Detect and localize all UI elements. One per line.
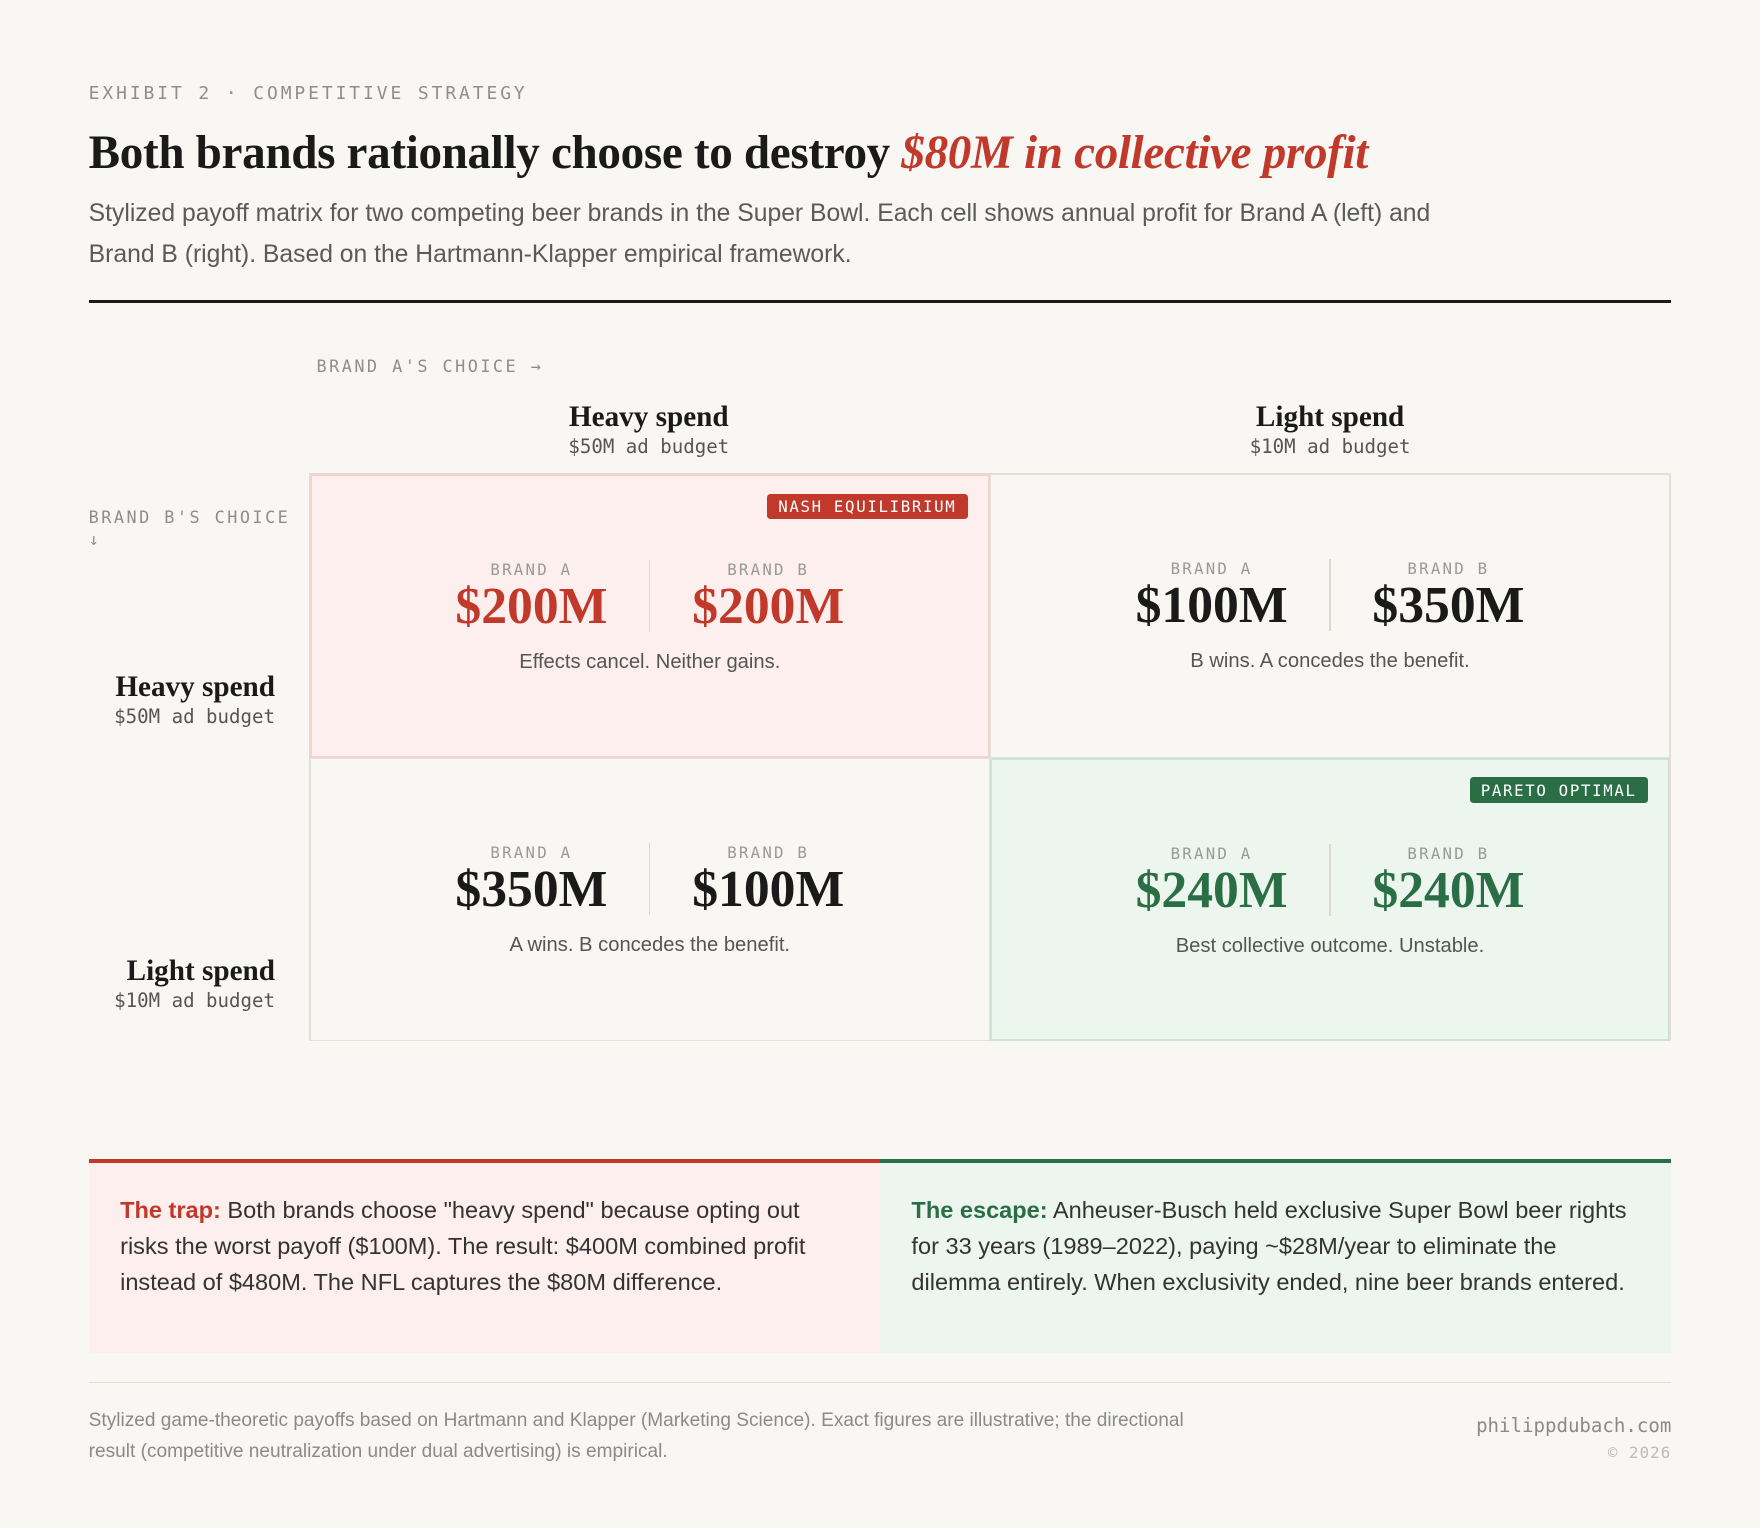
brand-b-label: BRAND B (727, 842, 810, 862)
brand-a-payoff: $100M (1135, 576, 1288, 634)
divider (1329, 558, 1331, 631)
trap-note: The trap: Both brands choose "heavy spen… (88, 1159, 880, 1353)
cell-caption: Best collective outcome. Unstable. (1175, 934, 1485, 957)
cell-light-heavy: BRAND A $350M BRAND B $100M A wins. B conc… (309, 757, 990, 1042)
column-light-spend: Light spend $10M ad budget (990, 401, 1670, 458)
brand-b-payoff: $100M (692, 860, 845, 918)
row-budget: $50M ad budget (114, 706, 275, 729)
brand-b-payoff: $200M (692, 577, 845, 635)
column-budget: $10M ad budget (1249, 435, 1411, 458)
brand-a-payoff: $200M (455, 577, 608, 635)
column-heavy-spend: Heavy spend $50M ad budget (309, 401, 989, 458)
cell-caption: Effects cancel. Neither gains. (519, 650, 781, 673)
column-label: Light spend (1255, 400, 1405, 433)
subtitle: Stylized payoff matrix for two competing… (88, 200, 1431, 268)
axis-brand-b-label: BRAND B'S CHOICE (88, 507, 291, 528)
brand-b-label: BRAND B (1407, 558, 1490, 578)
brand-a-label: BRAND A (490, 559, 573, 579)
escape-text: Anheuser-Busch held exclusive Super Bowl… (911, 1196, 1627, 1295)
escape-lead: The escape: (911, 1196, 1048, 1223)
divider (649, 559, 651, 632)
row-heavy-spend: Heavy spend $50M ad budget (67, 671, 275, 728)
cell-caption: A wins. B concedes the benefit. (509, 933, 791, 956)
trap-text: Both brands choose "heavy spend" because… (120, 1196, 806, 1295)
row-label: Light spend (126, 955, 275, 988)
divider (1329, 843, 1331, 916)
divider (649, 842, 651, 915)
header-rule (88, 299, 1672, 304)
brand-b-payoff: $350M (1372, 576, 1525, 634)
brand-a-label: BRAND A (490, 842, 573, 862)
cell-heavy-light: BRAND A $100M BRAND B $350M B wins. A conc… (989, 473, 1671, 758)
footer-rule (88, 1381, 1672, 1383)
brand-a-payoff: $240M (1135, 861, 1288, 919)
copyright: © 2026 (1607, 1443, 1672, 1463)
cell-caption: B wins. A concedes the benefit. (1190, 649, 1470, 672)
brand-a-payoff: $350M (455, 860, 608, 918)
brand-b-label: BRAND B (727, 559, 810, 579)
brand-b-payoff: $240M (1372, 861, 1525, 919)
arrow-down-icon: ↓ (88, 528, 102, 549)
pareto-optimal-badge: PARETO OPTIMAL (1469, 777, 1648, 804)
axis-brand-a: BRAND A'S CHOICE → (316, 355, 544, 376)
escape-note: The escape: Anheuser-Busch held exclusiv… (880, 1159, 1672, 1353)
site-link[interactable]: philippdubach.com (1476, 1415, 1672, 1438)
row-light-spend: Light spend $10M ad budget (67, 955, 275, 1012)
cell-light-light: PARETO OPTIMAL BRAND A $240M BRAND B $240M… (989, 757, 1671, 1042)
cell-heavy-heavy: NASH EQUILIBRIUM BRAND A $200M BRAND B $20… (309, 473, 990, 758)
page-title: Both brands rationally choose to destroy… (88, 126, 1369, 180)
nash-equilibrium-badge: NASH EQUILIBRIUM (767, 493, 968, 520)
row-label: Heavy spend (115, 671, 275, 704)
title-highlight: $80M in collective profit (901, 126, 1369, 179)
trap-lead: The trap: (120, 1196, 221, 1223)
axis-brand-b: BRAND B'S CHOICE ↓ (89, 507, 291, 550)
column-label: Heavy spend (568, 400, 729, 433)
brand-b-label: BRAND B (1407, 843, 1490, 863)
brand-a-label: BRAND A (1170, 843, 1253, 863)
column-budget: $50M ad budget (568, 435, 730, 458)
title-main: Both brands rationally choose to destroy (88, 126, 902, 179)
row-budget: $10M ad budget (114, 990, 275, 1013)
eyebrow: EXHIBIT 2 · COMPETITIVE STRATEGY (88, 83, 528, 105)
footnote: Stylized game-theoretic payoffs based on… (88, 1410, 1184, 1462)
payoff-matrix: NASH EQUILIBRIUM BRAND A $200M BRAND B $20… (308, 472, 1672, 1042)
brand-a-label: BRAND A (1170, 558, 1253, 578)
